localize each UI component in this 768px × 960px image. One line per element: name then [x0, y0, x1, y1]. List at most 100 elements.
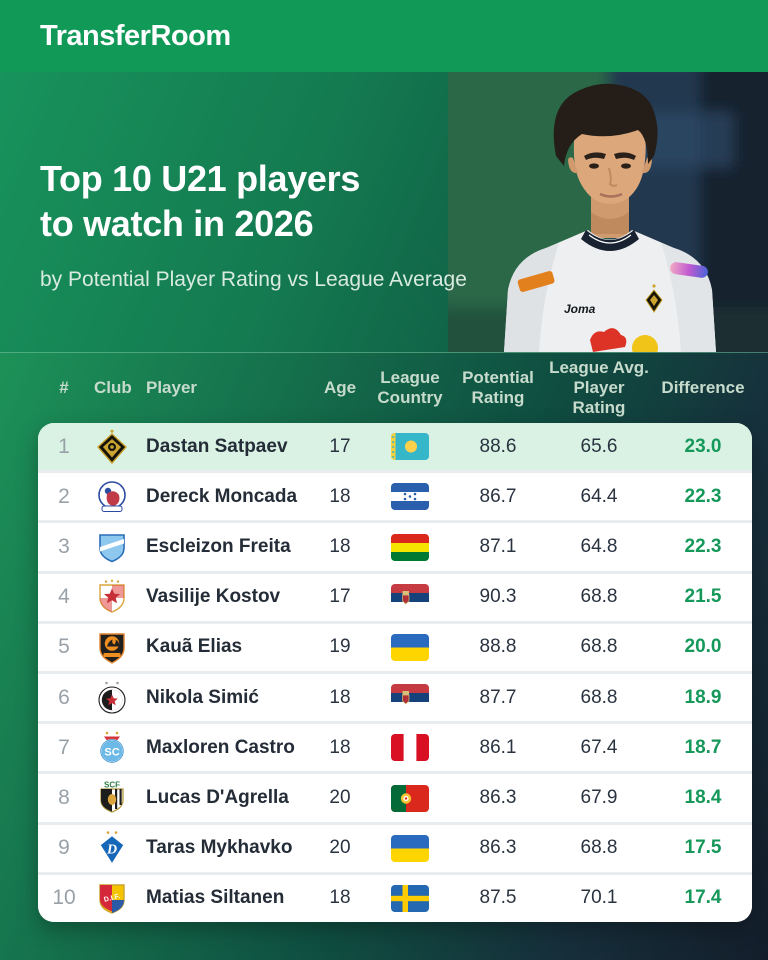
bolivar-club-badge-icon: [94, 529, 130, 565]
rank-label: 3: [58, 535, 70, 558]
header-club: Club: [94, 377, 132, 397]
difference-value: 18.7: [684, 736, 722, 758]
table-row: 6 Nikola Simić 18 87.7 68.8 18.9: [38, 674, 752, 722]
league-avg-rating-value: 68.8: [580, 586, 618, 608]
table-row: 5 Kauã Elias 19 88.8 68.8 20.0: [38, 623, 752, 672]
header-difference: Difference: [661, 377, 745, 397]
league-avg-rating-value: 70.1: [580, 887, 618, 909]
title-line-1: Top 10 U21 players: [40, 158, 361, 199]
shoulder-sponsor-icon: [670, 262, 708, 278]
league-avg-rating-value: 68.8: [580, 686, 618, 708]
potential-rating-value: 88.8: [479, 636, 517, 658]
header-age: Age: [323, 377, 357, 397]
league-avg-rating-value: 67.9: [580, 787, 618, 809]
table-card: 1 Dastan Satpaev 17 88.6 65.6 23.0 2 Der…: [38, 423, 752, 922]
age-value: 17: [329, 435, 351, 457]
kairat-chest-badge-icon: [645, 284, 663, 313]
age-value: 18: [329, 485, 351, 507]
player-figure-icon: Joma: [504, 83, 716, 352]
player-photo-illustration: Joma: [448, 72, 768, 352]
player-name: Escleizon Freita: [146, 536, 291, 557]
farense-club-badge-icon: [94, 780, 130, 816]
brand-logo: TransferRoom: [40, 20, 231, 52]
dif-club-badge-icon: [94, 880, 130, 916]
rank-label: 10: [52, 886, 76, 910]
honduras-flag-icon: [391, 483, 429, 510]
title-line-2: to watch in 2026: [40, 203, 314, 244]
hero-section: Joma Top 10 U21 players to watch in 2026…: [0, 72, 768, 353]
bottom-sponsor-red-icon: [590, 328, 627, 352]
kazakhstan-flag-icon: [391, 433, 429, 460]
potential-rating-value: 87.7: [479, 686, 517, 708]
page-subtitle: by Potential Player Rating vs League Ave…: [40, 268, 467, 291]
league-avg-rating-value: 64.4: [580, 485, 618, 507]
bolivia-flag-icon: [391, 534, 429, 561]
header-rank: #: [59, 377, 69, 397]
header-potential-rating: Potential Rating: [462, 367, 534, 407]
ukraine-flag-icon: [391, 835, 429, 862]
potential-rating-value: 90.3: [479, 586, 517, 608]
player-name: Vasilije Kostov: [146, 586, 281, 608]
header-league-country: League Country: [377, 367, 443, 407]
peru-flag-icon: [391, 734, 429, 761]
age-value: 17: [329, 586, 351, 608]
potential-rating-value: 86.7: [479, 485, 517, 507]
serbia-flag-icon: [391, 584, 429, 611]
league-avg-rating-value: 64.8: [580, 536, 618, 557]
cristal-club-badge-icon: [94, 730, 130, 766]
age-value: 18: [329, 536, 351, 557]
table-row: 4 Vasilije Kostov 17 90.3 68.8 21.5: [38, 573, 752, 621]
difference-value: 17.5: [684, 837, 722, 859]
partizan-club-badge-icon: [94, 680, 130, 716]
potential-rating-value: 87.1: [479, 536, 517, 557]
table-row: 9 Taras Mykhavko 20 86.3 68.8 17.5: [38, 824, 752, 872]
kairat-club-badge-icon: [94, 429, 130, 465]
rank-label: 7: [58, 735, 70, 759]
sweden-flag-icon: [391, 885, 429, 912]
table-row: 3 Escleizon Freita 18 87.1 64.8 22.3: [38, 523, 752, 571]
page-title: Top 10 U21 players to watch in 2026: [40, 156, 467, 246]
difference-value: 21.5: [684, 586, 722, 608]
difference-value: 20.0: [684, 636, 722, 658]
rank-label: 8: [58, 786, 70, 810]
potential-rating-value: 87.5: [479, 887, 517, 909]
table-row: 1 Dastan Satpaev 17 88.6 65.6 23.0: [38, 423, 752, 471]
difference-value: 18.4: [684, 787, 722, 809]
rank-label: 6: [58, 685, 70, 709]
player-name: Matias Siltanen: [146, 887, 285, 909]
age-value: 18: [329, 686, 351, 708]
dynamo-club-badge-icon: [94, 830, 130, 866]
sleeve-sponsor-icon: [517, 270, 555, 292]
age-value: 18: [329, 887, 351, 909]
player-name: Lucas D'Agrella: [146, 787, 289, 809]
rank-label: 1: [58, 434, 70, 458]
player-name: Dereck Moncada: [146, 485, 298, 507]
rank-label: 9: [58, 836, 70, 860]
potential-rating-value: 88.6: [479, 435, 517, 457]
league-avg-rating-value: 68.8: [580, 837, 618, 859]
player-name: Kauã Elias: [146, 636, 243, 658]
table-row: 10 Matias Siltanen 18 87.5 70.1 17.4: [38, 874, 752, 922]
shakhtar-club-badge-icon: [94, 629, 130, 665]
header-player: Player: [146, 377, 198, 397]
player-name: Dastan Satpaev: [146, 435, 288, 457]
potential-rating-value: 86.3: [479, 837, 517, 859]
table-header: # Club Player Age League Country Potenti…: [38, 353, 752, 423]
ukraine-flag-icon: [391, 634, 429, 661]
difference-value: 18.9: [684, 686, 722, 708]
joma-logo-icon: Joma: [564, 302, 596, 316]
player-name: Nikola Simić: [146, 686, 259, 708]
age-value: 19: [329, 636, 351, 658]
league-avg-rating-value: 65.6: [580, 435, 618, 457]
table-section: # Club Player Age League Country Potenti…: [0, 353, 768, 960]
table-row: 8 Lucas D'Agrella 20 86.3 67.9 18.4: [38, 774, 752, 822]
header-league-avg-rating: League Avg. Player Rating: [549, 357, 649, 418]
rank-label: 4: [58, 585, 70, 609]
potential-rating-value: 86.1: [479, 736, 517, 758]
table-row: 2 Dereck Moncada 18 86.7 64.4 22.3: [38, 473, 752, 521]
difference-value: 23.0: [684, 435, 722, 457]
league-avg-rating-value: 68.8: [580, 636, 618, 658]
age-value: 20: [329, 787, 351, 809]
player-name: Taras Mykhavko: [146, 837, 293, 859]
